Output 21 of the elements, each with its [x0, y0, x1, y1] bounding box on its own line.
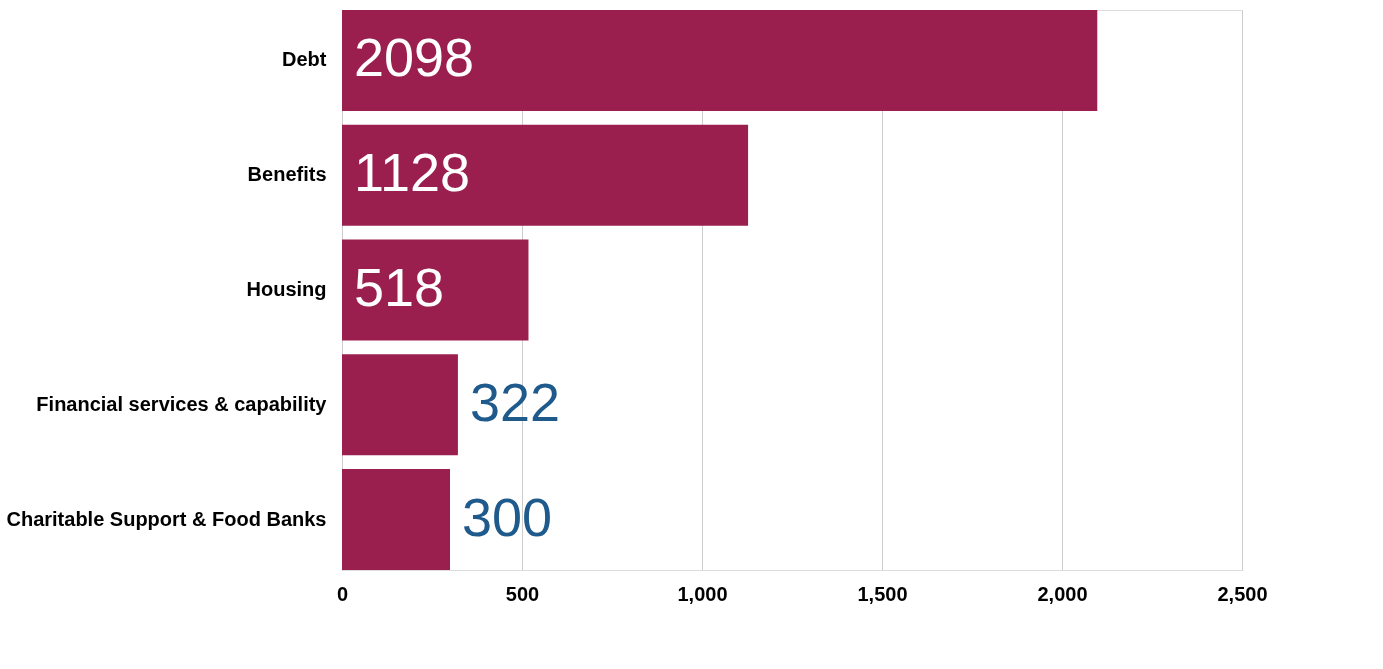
bar [342, 354, 458, 456]
bar [342, 10, 1098, 111]
x-tick-label: 2,500 [1217, 582, 1268, 605]
y-tick-label: Charitable Support & Food Banks [6, 507, 327, 530]
x-tick-label: 2,000 [1037, 582, 1088, 605]
data-label: 1128 [354, 142, 471, 203]
y-tick-label: Benefits [247, 163, 327, 186]
data-label: 518 [354, 257, 445, 317]
x-tick-label: 500 [505, 582, 540, 605]
data-label: 322 [469, 371, 561, 432]
bar [342, 124, 749, 226]
bar [342, 239, 529, 341]
x-tick-label: 1,000 [677, 582, 728, 605]
x-tick-label: 0 [336, 582, 349, 605]
y-tick-label: Financial services & capability [36, 392, 328, 415]
data-label: 2098 [354, 27, 475, 88]
y-tick-label: Housing [246, 278, 327, 300]
data-label: 300 [462, 486, 553, 547]
y-tick-label: Debt [282, 48, 327, 71]
x-tick-label: 1,500 [857, 582, 908, 605]
bar [342, 469, 450, 570]
